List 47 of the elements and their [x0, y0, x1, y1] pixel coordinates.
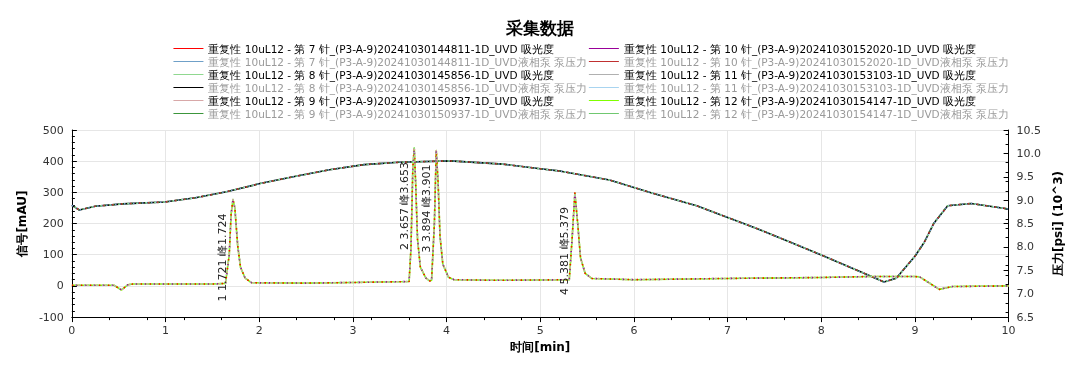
x-tick-label: 5 [536, 324, 544, 338]
y-tick-label: 500 [42, 123, 64, 137]
chart-title: 采集数据 [505, 17, 574, 38]
legend-label: 重复性 10uL12 - 第 9 针_(P3-A-9)20241030150937-1D_UVD液相泵 泵压力 [208, 107, 587, 121]
y2-axis-title: 压力[psi] (10^3) [1051, 171, 1065, 278]
legend-label: 重复性 10uL12 - 第 7 针_(P3-A-9)20241030144811-1D_UVD液相泵 泵压力 [208, 55, 587, 69]
legend-label: 重复性 10uL12 - 第 12 针_(P3-A-9)20241030154147-1D_UVD液相泵 泵压力 [623, 107, 1009, 121]
y-tick-label: 400 [42, 154, 64, 168]
annotation: 4 5.381 峰5.379 [558, 206, 572, 295]
legend-label: 重复性 10uL12 - 第 11 针_(P3-A-9)20241030153103-1D_UVD 吸光度 [623, 68, 976, 82]
x-tick-label: 4 [443, 324, 451, 338]
y2-tick-label: 10.5 [1016, 123, 1042, 137]
y2-tick-label: 10.0 [1016, 146, 1042, 160]
y2-tick-label: 7.5 [1016, 263, 1035, 277]
legend-label: 重复性 10uL12 - 第 8 针_(P3-A-9)20241030145856-1D_UVD 吸光度 [208, 68, 554, 82]
legend-label: 重复性 10uL12 - 第 10 针_(P3-A-9)20241030152020-1D_UVD 吸光度 [623, 42, 976, 56]
x-tick-label: 6 [630, 324, 638, 338]
x-tick-label: 2 [255, 324, 263, 338]
y-tick-label: 100 [42, 248, 64, 262]
annotation: 2 3.657 峰3.653 [397, 162, 411, 251]
y2-tick-label: 6.5 [1016, 310, 1035, 324]
x-tick-label: 1 [162, 324, 170, 338]
legend-label: 重复性 10uL12 - 第 11 针_(P3-A-9)20241030153103-1D_UVD液相泵 泵压力 [623, 81, 1009, 95]
y-axis-title: 信号[mAU] [15, 190, 29, 258]
y2-tick-label: 7.0 [1016, 287, 1035, 301]
x-tick-label: 3 [349, 324, 357, 338]
x-tick-label: 8 [817, 324, 825, 338]
x-tick-label: 0 [68, 324, 76, 338]
y2-tick-label: 9.5 [1016, 170, 1035, 184]
y-tick-label: 0 [56, 279, 64, 293]
annotation: 3 3.894 峰3.901 [419, 164, 433, 253]
y-tick-label: 300 [42, 185, 64, 199]
legend-label: 重复性 10uL12 - 第 8 针_(P3-A-9)20241030145856-1D_UVD液相泵 泵压力 [208, 81, 587, 95]
legend-label: 重复性 10uL12 - 第 10 针_(P3-A-9)20241030152020-1D_UVD液相泵 泵压力 [623, 55, 1009, 69]
y2-tick-label: 8.5 [1016, 217, 1035, 231]
y-tick-label: -100 [38, 310, 64, 324]
x-tick-label: 9 [911, 324, 919, 338]
x-tick-label: 10 [1001, 324, 1016, 338]
x-axis-title: 时间[min] [510, 340, 571, 354]
y2-tick-label: 8.0 [1016, 240, 1035, 254]
x-tick-label: 7 [724, 324, 732, 338]
y2-tick-label: 9.0 [1016, 193, 1035, 207]
legend-label: 重复性 10uL12 - 第 12 针_(P3-A-9)20241030154147-1D_UVD 吸光度 [623, 94, 976, 108]
legend-label: 重复性 10uL12 - 第 7 针_(P3-A-9)20241030144811-1D_UVD 吸光度 [208, 42, 554, 56]
annotation: 1 1.721 峰1.724 [216, 213, 230, 302]
y-tick-label: 200 [42, 217, 64, 231]
legend-label: 重复性 10uL12 - 第 9 针_(P3-A-9)20241030150937-1D_UVD 吸光度 [208, 94, 554, 108]
